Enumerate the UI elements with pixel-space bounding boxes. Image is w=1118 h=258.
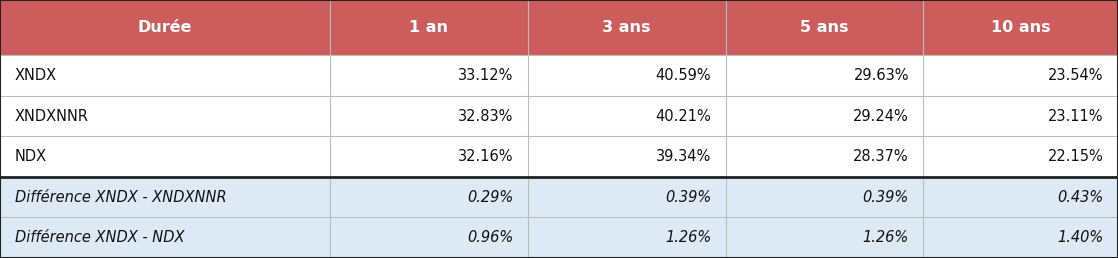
Bar xyxy=(923,136,1118,177)
Text: 1.40%: 1.40% xyxy=(1058,230,1103,245)
Text: NDX: NDX xyxy=(15,149,47,164)
Bar xyxy=(0,136,330,177)
Bar xyxy=(528,96,726,136)
Bar xyxy=(923,217,1118,258)
Text: XNDX: XNDX xyxy=(15,68,57,83)
Bar xyxy=(330,0,528,55)
Text: 1.26%: 1.26% xyxy=(665,230,711,245)
Bar xyxy=(528,217,726,258)
Text: Durée: Durée xyxy=(138,20,192,35)
Bar xyxy=(726,177,923,217)
Bar xyxy=(726,55,923,96)
Bar xyxy=(330,96,528,136)
Text: 10 ans: 10 ans xyxy=(991,20,1051,35)
Bar xyxy=(528,0,726,55)
Text: 0.96%: 0.96% xyxy=(467,230,513,245)
Text: 33.12%: 33.12% xyxy=(457,68,513,83)
Text: 32.16%: 32.16% xyxy=(457,149,513,164)
Bar xyxy=(330,136,528,177)
Text: 40.21%: 40.21% xyxy=(655,109,711,124)
Text: XNDXNNR: XNDXNNR xyxy=(15,109,88,124)
Text: 0.43%: 0.43% xyxy=(1058,190,1103,205)
Text: Différence XNDX - NDX: Différence XNDX - NDX xyxy=(15,230,184,245)
Bar xyxy=(923,177,1118,217)
Text: 5 ans: 5 ans xyxy=(800,20,849,35)
Text: 22.15%: 22.15% xyxy=(1048,149,1103,164)
Text: 29.63%: 29.63% xyxy=(853,68,909,83)
Text: 39.34%: 39.34% xyxy=(656,149,711,164)
Bar xyxy=(0,0,330,55)
Text: 0.29%: 0.29% xyxy=(467,190,513,205)
Text: 32.83%: 32.83% xyxy=(457,109,513,124)
Text: 1 an: 1 an xyxy=(409,20,448,35)
Bar xyxy=(923,0,1118,55)
Text: 0.39%: 0.39% xyxy=(863,190,909,205)
Bar xyxy=(528,177,726,217)
Text: 1.26%: 1.26% xyxy=(863,230,909,245)
Bar xyxy=(528,136,726,177)
Bar xyxy=(726,136,923,177)
Bar xyxy=(330,217,528,258)
Text: 0.39%: 0.39% xyxy=(665,190,711,205)
Bar xyxy=(0,55,330,96)
Bar xyxy=(0,217,330,258)
Bar xyxy=(923,55,1118,96)
Bar xyxy=(528,55,726,96)
Text: 3 ans: 3 ans xyxy=(603,20,651,35)
Text: 23.11%: 23.11% xyxy=(1048,109,1103,124)
Text: 29.24%: 29.24% xyxy=(853,109,909,124)
Text: 23.54%: 23.54% xyxy=(1048,68,1103,83)
Text: Différence XNDX - XNDXNNR: Différence XNDX - XNDXNNR xyxy=(15,190,226,205)
Bar xyxy=(330,55,528,96)
Bar xyxy=(0,177,330,217)
Bar xyxy=(726,0,923,55)
Bar xyxy=(726,96,923,136)
Bar xyxy=(0,96,330,136)
Bar xyxy=(726,217,923,258)
Text: 28.37%: 28.37% xyxy=(853,149,909,164)
Bar xyxy=(923,96,1118,136)
Text: 40.59%: 40.59% xyxy=(655,68,711,83)
Bar xyxy=(330,177,528,217)
